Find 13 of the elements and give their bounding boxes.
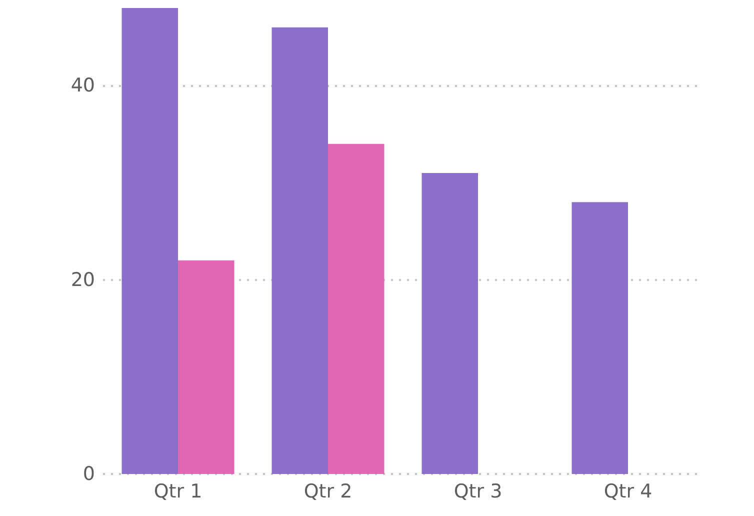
y-tick-label: 0 — [82, 463, 95, 485]
x-tick-label: Qtr 1 — [154, 480, 202, 502]
x-tick-label: Qtr 2 — [304, 480, 352, 502]
bar — [178, 260, 234, 474]
x-tick-label: Qtr 4 — [604, 480, 652, 502]
bar — [572, 202, 628, 474]
x-tick-label: Qtr 3 — [454, 480, 502, 502]
bar — [328, 144, 384, 474]
bar — [272, 27, 328, 474]
y-tick-label: 40 — [70, 74, 95, 97]
y-tick-label: 20 — [70, 268, 95, 291]
bar — [122, 8, 178, 474]
bar — [422, 173, 478, 474]
